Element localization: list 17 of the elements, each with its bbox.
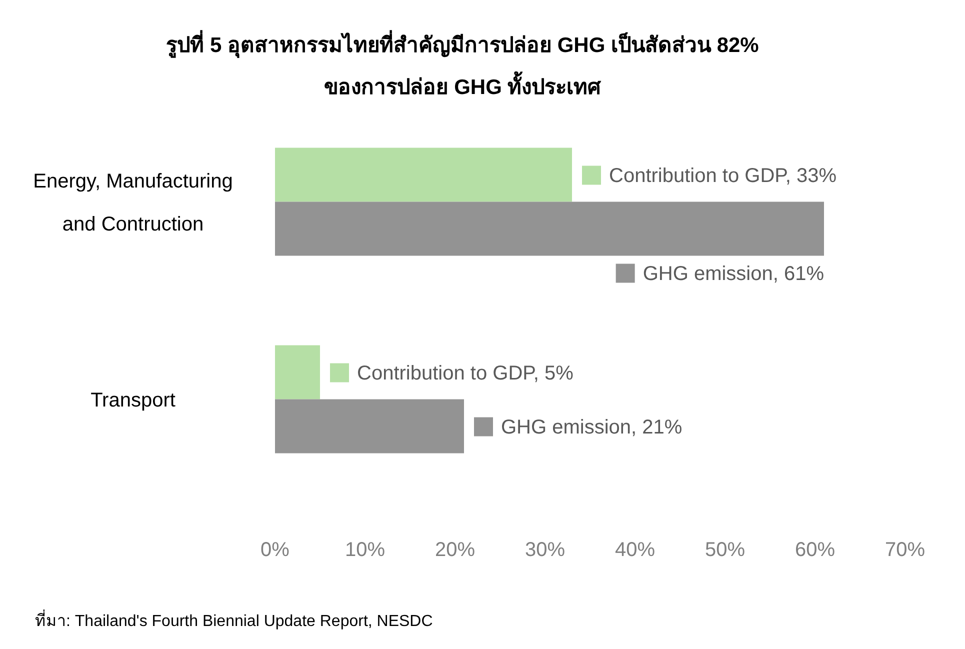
chart-subtitle: ของการปล่อย GHG ทั้งประเทศ	[324, 71, 602, 99]
x-tick-label: 20%	[434, 539, 476, 561]
y-tick-label: Energy, Manufacturing and Contruction	[33, 170, 233, 236]
x-tick-label: 70%	[884, 539, 926, 561]
x-tick-label: 60%	[794, 539, 836, 561]
x-tick-label: 40%	[614, 539, 656, 561]
x-tick-label: 30%	[524, 539, 566, 561]
data-label: GHG emission, 21%	[501, 416, 682, 438]
data-label: Contribution to GDP, 33%	[609, 164, 837, 187]
data-label: GHG emission, 61%	[642, 262, 824, 285]
x-tick-label: 0%	[260, 539, 290, 561]
y-tick-label: Transport	[90, 389, 176, 412]
chart-title: รูปที่ 5 อุตสาหกรรมไทยที่สำคัญมีการปล่อย GHG เป็นสัดส่วน 82%	[166, 29, 760, 59]
text: ที่มา: Thailand's Fourth Biennial Update Report, NESDC	[35, 609, 433, 630]
data-label: Contribution to GDP, 5%	[357, 362, 574, 384]
x-tick-label: 50%	[704, 539, 746, 561]
x-tick-label: 10%	[344, 539, 386, 561]
